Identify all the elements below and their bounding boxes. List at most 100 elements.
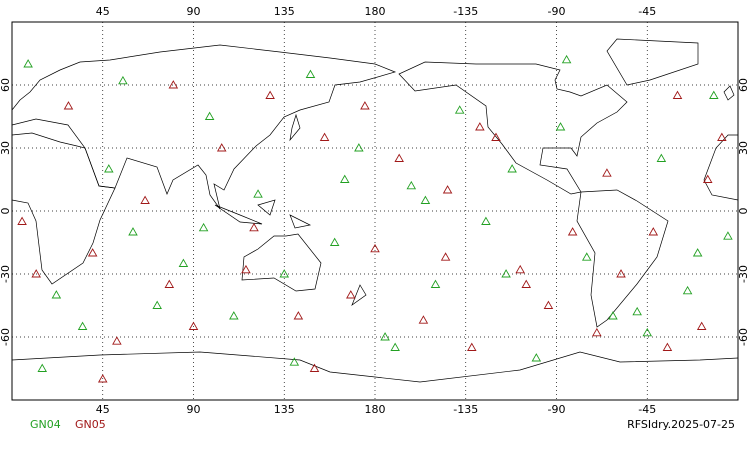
station-marker — [293, 311, 304, 320]
station-marker — [216, 143, 227, 152]
station-marker — [709, 90, 719, 99]
station-marker — [354, 143, 364, 152]
station-marker — [616, 269, 626, 278]
australia — [241, 233, 322, 292]
station-marker — [467, 342, 477, 351]
station-marker — [63, 101, 74, 110]
africa — [11, 132, 116, 285]
station-marker — [507, 164, 517, 173]
station-marker — [475, 122, 485, 131]
overlay: 45 45 90 90 135 135 180 180 -135 -135 -90 -90 -45 -45… — [0, 5, 750, 416]
station-marker — [692, 248, 703, 257]
station-marker — [420, 195, 431, 204]
station-marker — [648, 227, 659, 236]
y-tick-label: 60 — [737, 78, 750, 92]
y-tick-label: -30 — [737, 265, 750, 283]
station-marker — [289, 357, 300, 366]
station-marker — [346, 290, 356, 299]
y-tick-label: -60 — [0, 328, 12, 346]
station-marker — [602, 168, 612, 177]
x-tick-label: -135 — [453, 403, 478, 416]
x-tick-label: -90 — [548, 5, 566, 18]
station-marker — [390, 342, 400, 351]
station-marker — [178, 258, 189, 267]
britain — [723, 85, 735, 101]
station-marker — [339, 174, 350, 183]
coastlines — [11, 38, 739, 383]
x-tick-label: 45 — [96, 5, 110, 18]
station-marker — [656, 153, 667, 162]
x-tick-label: 180 — [365, 403, 386, 416]
station-marker — [204, 111, 215, 120]
y-tick-label: 30 — [737, 141, 750, 155]
station-marker — [682, 285, 693, 295]
station-marker — [279, 269, 290, 278]
legend-entry: GN04 — [30, 418, 61, 431]
station-marker — [561, 54, 572, 64]
indonesia — [214, 199, 312, 229]
station-marker — [112, 336, 122, 345]
station-marker — [481, 216, 491, 225]
legend-entry: GN05 — [75, 418, 106, 431]
station-marker — [17, 216, 27, 225]
y-tick-label: 30 — [0, 141, 12, 155]
station-marker — [168, 80, 179, 89]
station-marker — [37, 363, 48, 372]
x-tick-label: -45 — [638, 5, 656, 18]
station-marker — [515, 264, 525, 274]
station-marker — [97, 374, 108, 383]
station-marker — [702, 174, 713, 183]
station-marker — [253, 189, 263, 198]
station-marker — [567, 227, 578, 236]
station-marker — [608, 311, 618, 320]
x-tick-label: 90 — [187, 5, 201, 18]
japan — [289, 113, 301, 142]
x-tick-label: -135 — [453, 5, 478, 18]
station-marker — [723, 231, 733, 240]
station-marker — [87, 248, 98, 257]
station-marker — [555, 122, 566, 131]
station-marker — [265, 90, 275, 99]
station-marker — [329, 237, 340, 246]
station-marker — [319, 132, 330, 141]
x-tick-label: -90 — [548, 403, 566, 416]
y-tick-label: -30 — [0, 265, 12, 283]
station-marker — [198, 222, 209, 232]
station-marker — [152, 300, 162, 309]
station-marker — [454, 105, 465, 114]
station-marker — [581, 252, 592, 261]
y-tick-label: 0 — [0, 208, 12, 215]
x-tick-label: -45 — [638, 403, 656, 416]
station-marker — [305, 69, 316, 78]
station-marker — [642, 327, 653, 337]
station-marker — [188, 321, 199, 330]
south-america — [576, 189, 669, 328]
station-marker — [164, 279, 175, 288]
station-marker — [394, 153, 404, 162]
station-marker — [418, 315, 429, 324]
station-marker — [430, 279, 441, 288]
station-marker — [370, 243, 380, 253]
station-marker — [249, 222, 259, 232]
y-tick-label: 0 — [737, 208, 750, 215]
x-tick-label: 90 — [187, 403, 201, 416]
station-marker — [592, 327, 602, 337]
station-marker — [672, 90, 683, 99]
greenland — [606, 38, 699, 86]
station-marker — [696, 321, 707, 330]
station-marker — [118, 75, 128, 85]
north-america — [398, 61, 628, 195]
station-marker — [501, 269, 511, 278]
station-marker — [380, 332, 390, 341]
station-marker — [521, 279, 532, 288]
x-tick-label: 45 — [96, 403, 110, 416]
x-tick-label: 135 — [274, 403, 295, 416]
y-tick-label: 60 — [0, 78, 12, 92]
new-zealand — [351, 284, 367, 306]
station-marker — [717, 132, 727, 141]
africa-west — [703, 134, 739, 201]
station-marker — [662, 342, 673, 351]
station-marker — [51, 290, 62, 299]
station-marker — [632, 306, 642, 316]
station-marker — [77, 321, 88, 330]
